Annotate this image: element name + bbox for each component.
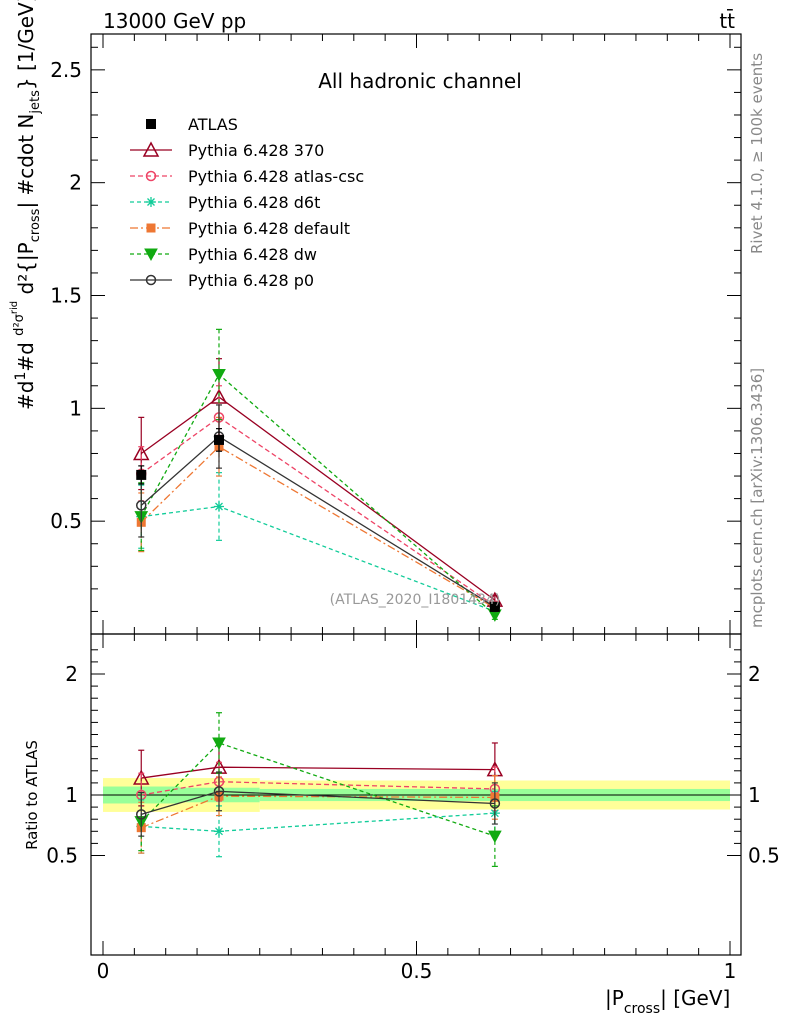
y-axis-label-text: #d1#d d²σrid d²{|Pcross| #cdot Njets} [1… [9,0,43,410]
legend-label-pythia-6-428-d6t: Pythia 6.428 d6t [188,193,320,212]
ratio-tick-label: 1 [65,783,78,807]
x-tick-label: 1 [724,959,737,983]
legend-label-pythia-6-428-atlas-csc: Pythia 6.428 atlas-csc [188,167,364,186]
ratio-tick-label-right: 2 [748,662,761,686]
ratio-point-pythia-6-428-d6t [213,826,224,837]
series-line-pythia-6-428-atlas-csc [140,416,496,607]
mcplots-label: mcplots.cern.ch [arXiv:1306.3436] [748,368,766,628]
ratio-point-pythia-6-428-dw [212,737,226,751]
ratio-point-pythia-6-428-dw [488,830,502,844]
ratio-y-axis-label: Ratio to ATLAS [23,740,41,850]
ratio-tick-label-right: 0.5 [748,844,780,868]
ratio-point-pythia-6-428-p0 [213,786,225,797]
legend-marker-pythia-6-428-default [146,223,156,233]
y-tick-label: 2 [69,171,82,195]
legend-label-atlas: ATLAS [188,115,238,134]
ratio-tick-label: 0.5 [46,844,78,868]
x-tick-label: 0.5 [401,959,433,983]
legend-label-pythia-6-428-370: Pythia 6.428 370 [188,141,324,160]
legend-marker-pythia-6-428-dw [144,248,158,262]
series-line-pythia-6-428-370 [140,396,496,601]
y-axis-label: #d1#d d²σrid d²{|Pcross| #cdot Njets} [1… [9,0,43,410]
analysis-watermark: (ATLAS_2020_I1801434) [330,592,501,608]
ratio-point-pythia-6-428-p0 [135,809,147,820]
energy-label: 13000 GeV pp [103,9,246,33]
x-axis-label: |Pcross| [GeV] [605,986,730,1017]
ratio-point-pythia-6-428-p0 [489,798,501,809]
rivet-label: Rivet 4.1.0, ≥ 100k events [748,53,766,254]
series-line-pythia-6-428-default [140,445,496,609]
legend-label-pythia-6-428-dw: Pythia 6.428 dw [188,245,317,264]
x-tick-label: 0 [97,959,110,983]
series-line-pythia-6-428-dw [140,373,496,616]
ratio-line-pythia-6-428-370 [141,766,495,779]
series-line-pythia-6-428-p0 [140,435,496,608]
data-point [489,601,500,612]
ratio-line-pythia-6-428-atlas-csc [141,781,495,796]
ratio-line-pythia-6-428-d6t [141,812,495,832]
legend-marker-atlas [146,119,156,129]
y-tick-label: 0.5 [50,509,82,533]
chart-title: All hadronic channel [318,69,522,93]
legend-marker-pythia-6-428-d6t [146,197,156,207]
ratio-panel: 0 0.5 1 0.5 0.5 1 1 2 2 [46,34,780,983]
series-point-pythia-6-428-dw [212,368,226,382]
legend-label-pythia-6-428-p0: Pythia 6.428 p0 [188,271,314,290]
ratio-tick-label: 2 [65,662,78,686]
y-tick-label: 2.5 [50,58,82,82]
legend-label-pythia-6-428-default: Pythia 6.428 default [188,219,350,238]
y-tick-label: 1 [69,396,82,420]
process-label: tt̄ [719,8,735,33]
data-point [213,434,224,445]
series-point-pythia-6-428-p0 [135,500,147,511]
ratio-tick-label-right: 1 [748,783,761,807]
data-point [136,469,147,480]
series-point-pythia-6-428-d6t [213,501,224,512]
legend-marker-pythia-6-428-p0 [145,274,157,286]
legend: ATLAS Pythia 6.428 370 Pythia 6.428 atlas-… [130,115,364,290]
legend-marker-pythia-6-428-370 [142,141,160,157]
ratio-line-pythia-6-428-dw [140,742,496,837]
y-tick-label: 1.5 [50,284,82,308]
main-panel: 0.5 1 1.5 2 2.5 [50,33,742,635]
legend-marker-pythia-6-428-atlas-csc [145,170,157,182]
